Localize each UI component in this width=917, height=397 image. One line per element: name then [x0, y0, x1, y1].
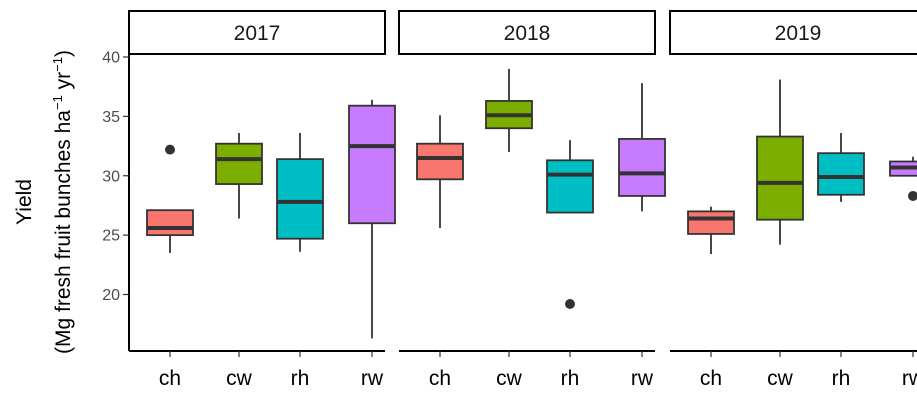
y-tick-label: 35: [102, 109, 120, 126]
x-tick-label: rh: [291, 367, 310, 390]
iqr-box: [546, 159, 594, 214]
box-2017-rw: [348, 99, 396, 339]
facet-panel-2019: 2019 ch cw rh rw: [669, 10, 917, 390]
x-tick-label: cw: [767, 367, 794, 390]
facet-strip-label: 2018: [504, 22, 551, 45]
facet-panel-2018: 2018 ch cw rh rw: [398, 10, 666, 390]
iqr-box: [756, 135, 804, 221]
y-axis-title-line2: (Mg fresh fruit bunches ha−1 yr−1): [50, 50, 75, 354]
box-2019-rh: [817, 133, 865, 202]
iqr-box: [687, 210, 735, 235]
box-2017-rh: [276, 133, 324, 252]
outlier-point: [908, 190, 917, 201]
iqr-box: [416, 142, 464, 181]
iqr-box: [817, 152, 865, 196]
y-tick-label: 30: [102, 168, 120, 185]
y-axis: 20 25 30 35 40: [102, 50, 130, 351]
x-tick-label: rw: [631, 367, 654, 390]
iqr-box: [276, 158, 324, 240]
y-tick-label: 25: [102, 228, 120, 245]
box-2019-ch: [687, 206, 735, 255]
facet-strip-label: 2019: [775, 22, 822, 45]
x-tick-label: rw: [902, 367, 917, 390]
box-2018-rw: [618, 83, 666, 212]
iqr-box: [146, 209, 194, 237]
facet-strip: [398, 10, 656, 55]
outlier-point: [565, 299, 575, 309]
outlier-point: [165, 144, 175, 155]
y-tick-label: 20: [102, 287, 120, 304]
x-tick-label: rh: [832, 367, 851, 390]
y-axis-title: Yield (Mg fresh fruit bunches ha−1 yr−1): [13, 50, 75, 354]
facet-strip: [128, 10, 386, 55]
x-tick-label: rw: [361, 367, 384, 390]
facet-panels: 2017 ch cw rh rw 2018 ch cw rh rw 2019 ch cw rh rw: [128, 10, 917, 390]
x-tick-label: cw: [496, 367, 523, 390]
y-axis-title-line1: Yield: [13, 179, 36, 225]
iqr-box: [348, 104, 396, 225]
iqr-box: [215, 142, 263, 185]
box-2018-cw: [485, 68, 533, 152]
box-2019-rw: [889, 156, 917, 201]
facet-strip: [669, 10, 917, 55]
x-tick-label: ch: [429, 367, 451, 390]
facet-strip-label: 2017: [234, 22, 281, 45]
x-tick-label: ch: [159, 367, 181, 390]
x-tick-label: cw: [226, 367, 253, 390]
x-tick-label: rh: [561, 367, 580, 390]
box-2018-ch: [416, 115, 464, 228]
box-2017-cw: [215, 133, 263, 219]
y-tick-label: 40: [102, 50, 120, 67]
iqr-box: [618, 138, 666, 197]
box-2018-rh: [546, 140, 594, 309]
box-2017-ch: [146, 144, 194, 253]
facet-panel-2017: 2017 ch cw rh rw: [128, 10, 396, 390]
x-tick-label: ch: [700, 367, 722, 390]
box-2019-cw: [756, 79, 804, 245]
